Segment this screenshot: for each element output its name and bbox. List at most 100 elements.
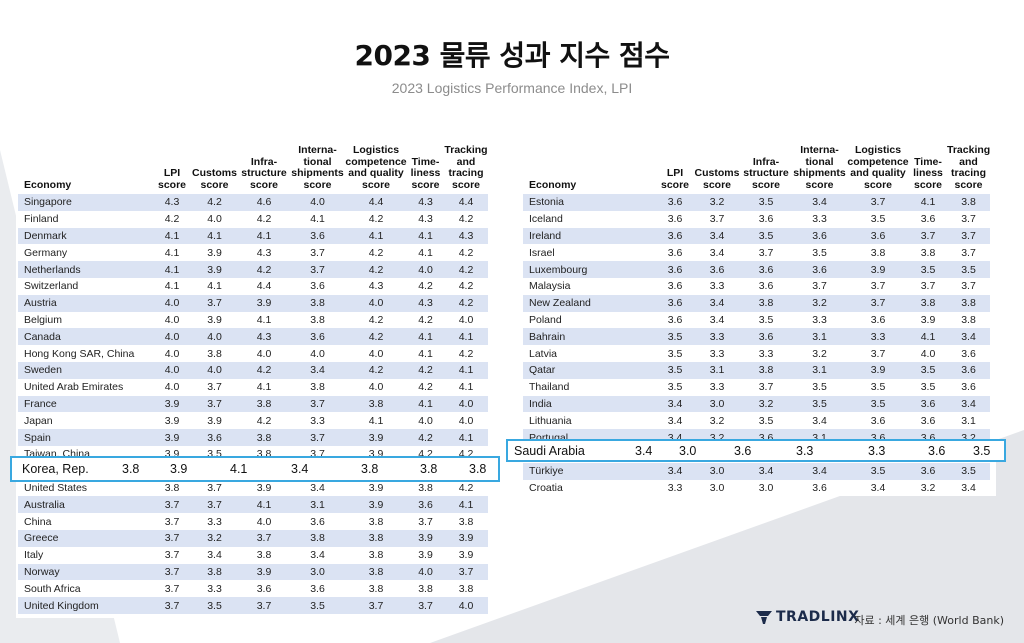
cell-infrastructure: 4.1 (238, 378, 290, 396)
table-row: Malaysia 3.6 3.3 3.6 3.7 3.7 3.7 3.7 (523, 277, 990, 295)
header-economy: Economy (529, 178, 577, 191)
cell-international: 3.3 (290, 412, 345, 430)
cell-customs: 3.4 (694, 294, 740, 312)
table-row: Italy 3.7 3.4 3.8 3.4 3.8 3.9 3.9 (18, 546, 488, 564)
cell-lpi: 3.6 (656, 194, 694, 211)
cell-economy: South Africa (18, 580, 153, 598)
lpi-table-right: Economy LPI score Customs score Infra-stru… (523, 140, 990, 497)
cell-customs: 3.9 (191, 261, 238, 278)
logo-text: TRADLINX (776, 609, 860, 625)
table-row: Luxembourg 3.6 3.6 3.6 3.6 3.9 3.5 3.5 (523, 261, 990, 278)
cell-lpi: 4.1 (153, 227, 191, 245)
cell-customs: 3.3 (191, 513, 238, 530)
cell-customs: 3.8 (191, 345, 238, 362)
cell-economy: India (523, 395, 656, 413)
cell-tracking: 3.8 (444, 513, 488, 530)
cell-tracking: 4.1 (444, 328, 488, 346)
cell-international: 3.4 (290, 361, 345, 379)
cell-economy: Norway (18, 563, 153, 581)
tradlinx-logo: TRADLINX (756, 609, 859, 625)
cell-tracking: 4.0 (444, 597, 488, 614)
cell-logistics: 4.2 (345, 311, 407, 329)
cell-tracking: 3.7 (947, 227, 990, 245)
cell-logistics: 3.5 (847, 378, 909, 396)
header-international-shipments: Interna-tional shipments score (291, 144, 344, 191)
cell-logistics: 4.3 (345, 277, 407, 295)
cell-international: 3.6 (290, 580, 345, 598)
cell-lpi: 3.6 (656, 294, 694, 312)
cell-timeliness: 3.9 (407, 529, 444, 547)
cell-international: 3.6 (290, 277, 345, 295)
header-infrastructure: Infra-structure score (241, 155, 287, 191)
cell-timeliness: 4.0 (407, 412, 444, 430)
cell-lpi: 3.7 (153, 597, 191, 614)
cell-economy: Thailand (523, 378, 656, 396)
cell-lpi: 3.5 (656, 328, 694, 346)
header-customs: Customs score (192, 167, 237, 191)
cell-lpi: 3.7 (153, 513, 191, 530)
cell-timeliness: 4.1 (407, 328, 444, 346)
cell-logistics: 3.7 (847, 294, 909, 312)
table-row: India 3.4 3.0 3.2 3.5 3.5 3.6 3.4 (523, 395, 990, 413)
highlight-economy: Korea, Rep. (22, 462, 89, 476)
cell-customs: 3.0 (694, 479, 740, 497)
header-logistics-competence: Logistics competence and quality score (345, 144, 407, 191)
highlight-international: 3.4 (291, 462, 309, 476)
cell-economy: Latvia (523, 345, 656, 362)
cell-timeliness: 4.1 (909, 328, 947, 346)
cell-lpi: 3.7 (153, 580, 191, 598)
cell-tracking: 4.1 (444, 429, 488, 446)
highlight-customs: 3.9 (170, 462, 188, 476)
cell-timeliness: 4.0 (407, 261, 444, 278)
cell-lpi: 3.6 (656, 261, 694, 278)
cell-international: 3.1 (792, 361, 847, 379)
table-row: Lithuania 3.4 3.2 3.5 3.4 3.6 3.6 3.1 (523, 412, 990, 430)
cell-tracking: 4.2 (444, 345, 488, 362)
table-row: Belgium 4.0 3.9 4.1 3.8 4.2 4.2 4.0 (18, 311, 488, 329)
cell-infrastructure: 3.5 (740, 311, 792, 329)
cell-tracking: 3.7 (444, 563, 488, 581)
cell-lpi: 3.9 (153, 412, 191, 430)
cell-tracking: 3.4 (947, 395, 990, 413)
table-row: United Arab Emirates 4.0 3.7 4.1 3.8 4.0 4.2 4.… (18, 378, 488, 396)
cell-lpi: 3.7 (153, 563, 191, 581)
cell-timeliness: 3.7 (407, 513, 444, 530)
table-row: Thailand 3.5 3.3 3.7 3.5 3.5 3.5 3.6 (523, 378, 990, 396)
cell-international: 3.4 (290, 479, 345, 497)
cell-logistics: 4.0 (345, 378, 407, 396)
cell-infrastructure: 4.0 (238, 513, 290, 530)
lpi-table-left: Economy LPI score Customs score Infra-stru… (18, 140, 488, 614)
cell-lpi: 3.4 (656, 395, 694, 413)
cell-economy: Malaysia (523, 277, 656, 295)
cell-economy: Italy (18, 546, 153, 564)
table-row: France 3.9 3.7 3.8 3.7 3.8 4.1 4.0 (18, 395, 488, 413)
cell-tracking: 4.2 (444, 244, 488, 262)
cell-lpi: 4.1 (153, 277, 191, 295)
table-row: United Kingdom 3.7 3.5 3.7 3.5 3.7 3.7 4.0 (18, 597, 488, 614)
table-row: Australia 3.7 3.7 4.1 3.1 3.9 3.6 4.1 (18, 496, 488, 514)
cell-economy: Australia (18, 496, 153, 514)
cell-infrastructure: 4.0 (238, 345, 290, 362)
highlight-tracking: 3.8 (469, 462, 487, 476)
table-row: Israel 3.6 3.4 3.7 3.5 3.8 3.8 3.7 (523, 244, 990, 262)
cell-lpi: 3.4 (656, 462, 694, 480)
cell-lpi: 3.9 (153, 429, 191, 446)
cell-timeliness: 3.6 (909, 412, 947, 430)
header-lpi: LPI score (157, 167, 187, 191)
cell-infrastructure: 3.8 (238, 429, 290, 446)
cell-economy: Germany (18, 244, 153, 262)
cell-customs: 3.0 (694, 395, 740, 413)
cell-customs: 3.3 (694, 378, 740, 396)
cell-logistics: 3.8 (345, 395, 407, 413)
cell-infrastructure: 3.8 (238, 546, 290, 564)
cell-timeliness: 3.5 (909, 378, 947, 396)
cell-timeliness: 4.1 (909, 194, 947, 211)
highlight-row-saudi: Saudi Arabia 3.4 3.0 3.6 3.3 3.3 3.6 3.5 (506, 439, 1006, 462)
cell-timeliness: 3.9 (909, 311, 947, 329)
cell-lpi: 3.6 (656, 311, 694, 329)
cell-international: 3.5 (792, 244, 847, 262)
table-row: Ireland 3.6 3.4 3.5 3.6 3.6 3.7 3.7 (523, 227, 990, 245)
cell-infrastructure: 3.9 (238, 563, 290, 581)
highlight-logistics: 3.3 (868, 443, 886, 458)
cell-timeliness: 4.1 (407, 227, 444, 245)
